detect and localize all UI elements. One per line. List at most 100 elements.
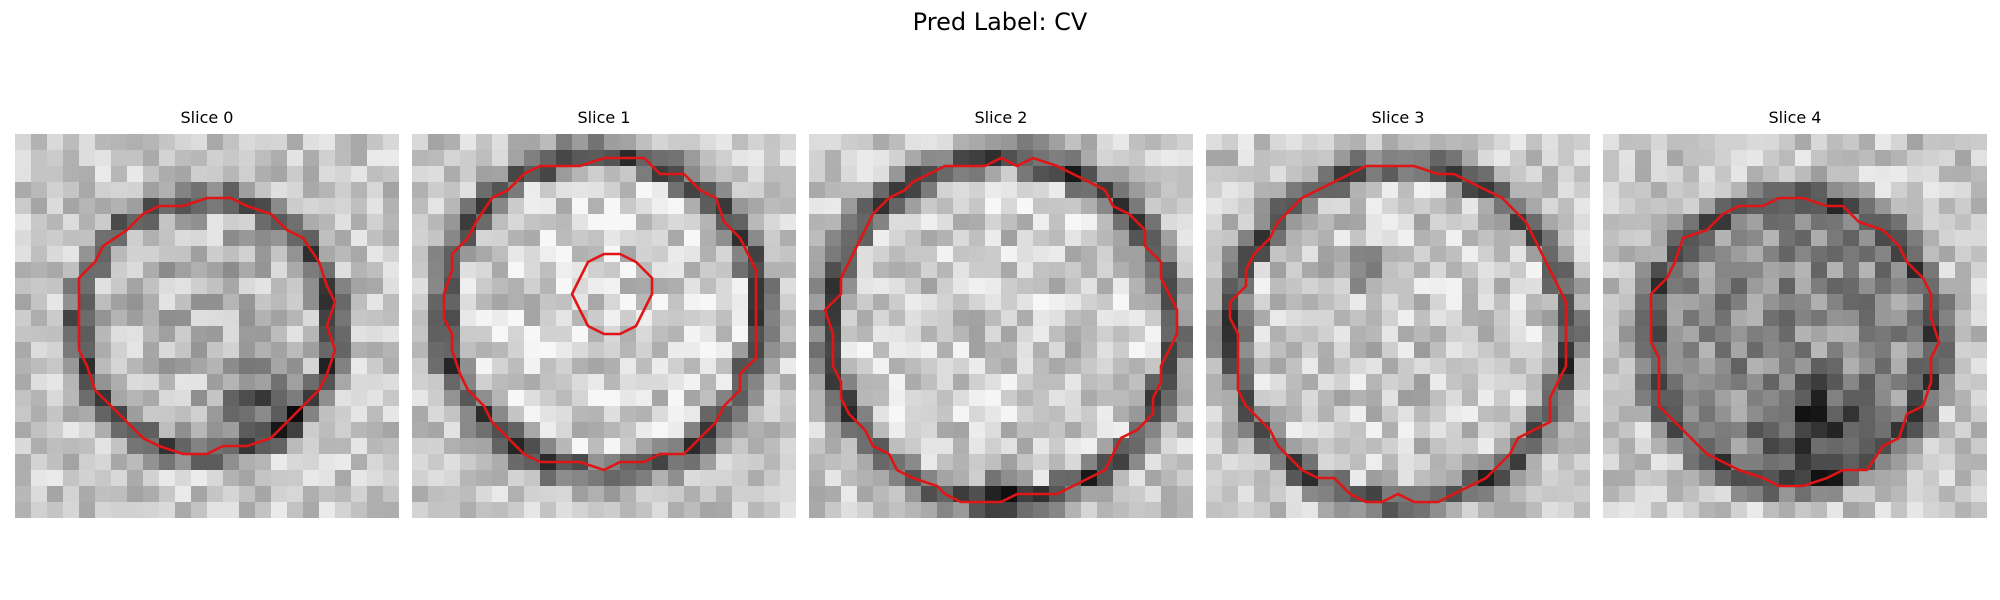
- pixel-cell: [825, 374, 842, 391]
- pixel-cell: [700, 406, 717, 423]
- pixel-cell: [47, 262, 64, 279]
- pixel-cell: [1827, 438, 1844, 455]
- pixel-cell: [1430, 278, 1447, 295]
- pixel-cell: [1619, 310, 1636, 327]
- pixel-cell: [1049, 358, 1066, 375]
- pixel-cell: [1526, 502, 1543, 518]
- pixel-cell: [1222, 438, 1239, 455]
- pixel-cell: [748, 134, 765, 151]
- pixel-cell: [1238, 374, 1255, 391]
- pixel-cell: [255, 230, 272, 247]
- pixel-cell: [1763, 310, 1780, 327]
- pixel-cell: [604, 438, 621, 455]
- pixel-cell: [1827, 134, 1844, 151]
- pixel-cell: [143, 470, 160, 487]
- pixel-cell: [1129, 310, 1146, 327]
- pixel-cell: [1049, 390, 1066, 407]
- pixel-cell: [825, 214, 842, 231]
- pixel-cell: [780, 198, 796, 215]
- pixel-cell: [1558, 422, 1575, 439]
- pixel-cell: [1318, 230, 1335, 247]
- pixel-cell: [1113, 486, 1130, 503]
- pixel-cell: [1859, 150, 1876, 167]
- pixel-cell: [1731, 374, 1748, 391]
- pixel-cell: [1318, 342, 1335, 359]
- pixel-cell: [428, 246, 445, 263]
- pixel-cell: [1526, 390, 1543, 407]
- pixel-cell: [652, 358, 669, 375]
- pixel-cell: [191, 262, 208, 279]
- pixel-cell: [921, 342, 938, 359]
- pixel-cell: [1334, 326, 1351, 343]
- pixel-cell: [1366, 134, 1383, 151]
- pixel-cell: [953, 486, 970, 503]
- pixel-cell: [620, 358, 637, 375]
- pixel-cell: [159, 214, 176, 231]
- pixel-cell: [1811, 486, 1828, 503]
- pixel-cell: [748, 230, 765, 247]
- pixel-cell: [1350, 198, 1367, 215]
- pixel-cell: [1971, 470, 1987, 487]
- pixel-cell: [476, 262, 493, 279]
- pixel-cell: [873, 134, 890, 151]
- pixel-cell: [969, 438, 986, 455]
- pixel-cell: [95, 134, 112, 151]
- pixel-cell: [15, 326, 32, 343]
- pixel-cell: [63, 454, 80, 471]
- pixel-cell: [1683, 262, 1700, 279]
- pixel-cell: [1542, 230, 1559, 247]
- pixel-cell: [905, 198, 922, 215]
- pixel-cell: [287, 342, 304, 359]
- pixel-cell: [95, 262, 112, 279]
- pixel-cell: [1779, 470, 1796, 487]
- pixel-cell: [1574, 454, 1590, 471]
- pixel-cell: [1049, 294, 1066, 311]
- pixel-cell: [1398, 406, 1415, 423]
- pixel-cell: [1526, 278, 1543, 295]
- pixel-cell: [1254, 406, 1271, 423]
- pixel-cell: [1302, 438, 1319, 455]
- pixel-cell: [428, 326, 445, 343]
- pixel-cell: [1907, 198, 1924, 215]
- pixel-cell: [764, 326, 781, 343]
- pixel-cell: [1414, 294, 1431, 311]
- pixel-cell: [652, 390, 669, 407]
- pixel-cell: [255, 406, 272, 423]
- pixel-cell: [1238, 166, 1255, 183]
- pixel-cell: [207, 486, 224, 503]
- pixel-cell: [319, 134, 336, 151]
- pixel-cell: [1446, 310, 1463, 327]
- pixel-cell: [207, 406, 224, 423]
- pixel-cell: [1795, 166, 1812, 183]
- pixel-cell: [444, 438, 461, 455]
- pixel-cell: [303, 470, 320, 487]
- pixel-cell: [889, 262, 906, 279]
- pixel-cell: [1366, 438, 1383, 455]
- pixel-cell: [985, 454, 1002, 471]
- pixel-cell: [508, 230, 525, 247]
- pixel-cell: [1843, 262, 1860, 279]
- pixel-cell: [921, 454, 938, 471]
- pixel-cell: [1113, 358, 1130, 375]
- pixel-cell: [985, 326, 1002, 343]
- pixel-cell: [31, 262, 48, 279]
- pixel-cell: [1635, 422, 1652, 439]
- pixel-cell: [684, 134, 701, 151]
- pixel-cell: [1827, 262, 1844, 279]
- pixel-cell: [1382, 390, 1399, 407]
- pixel-cell: [1779, 214, 1796, 231]
- pixel-cell: [255, 246, 272, 263]
- pixel-cell: [1651, 246, 1668, 263]
- pixel-cell: [620, 310, 637, 327]
- pixel-cell: [572, 358, 589, 375]
- pixel-cell: [1430, 374, 1447, 391]
- pixel-cell: [1939, 438, 1956, 455]
- pixel-cell: [412, 438, 429, 455]
- pixel-cell: [1350, 470, 1367, 487]
- pixel-cell: [1699, 262, 1716, 279]
- pixel-cell: [524, 406, 541, 423]
- pixel-cell: [1097, 454, 1114, 471]
- pixel-cell: [412, 454, 429, 471]
- pixel-cell: [1430, 182, 1447, 199]
- pixel-cell: [1779, 182, 1796, 199]
